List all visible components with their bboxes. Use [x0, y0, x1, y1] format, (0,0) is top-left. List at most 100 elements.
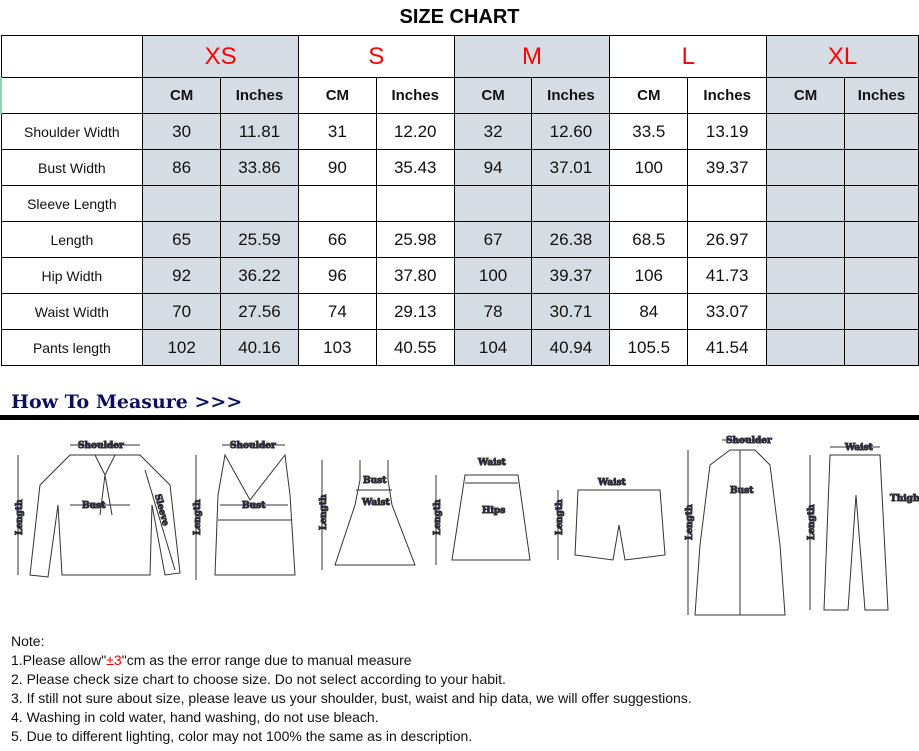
- value-cell: [766, 293, 845, 330]
- coat-diagram: Shoulder Bust Length: [685, 436, 786, 616]
- svg-text:Waist: Waist: [477, 458, 507, 468]
- value-cell: 12.60: [531, 113, 611, 150]
- note-5: 5. Due to different lighting, color may …: [11, 728, 473, 744]
- value-cell: 65: [142, 221, 222, 258]
- value-cell: [843, 185, 919, 222]
- note-2: 2. Please check size chart to choose siz…: [11, 671, 506, 687]
- table-row: Shoulder Width 30 11.81 31 12.20 32 12.60 33.5 1…: [0, 113, 919, 150]
- value-cell: 30.71: [531, 293, 611, 330]
- value-cell: 100: [453, 257, 533, 294]
- value-cell: 74: [297, 293, 377, 330]
- value-cell: 96: [297, 257, 377, 294]
- size-header-m: M: [453, 35, 611, 78]
- svg-text:Waist: Waist: [361, 498, 391, 508]
- note-3: 3. If still not sure about size, please …: [11, 690, 692, 706]
- blouse-diagram: Shoulder Bust Length Sleeve: [15, 441, 181, 578]
- notes: Note: 1.Please allow"±3"cm as the error …: [11, 632, 692, 746]
- divider: [0, 415, 919, 420]
- value-cell: [297, 185, 377, 222]
- value-cell: [843, 149, 919, 186]
- value-cell: 103: [297, 329, 377, 366]
- value-cell: 31: [297, 113, 377, 150]
- value-cell: 39.37: [531, 257, 611, 294]
- value-cell: 100: [609, 149, 689, 186]
- row-label: Length: [0, 221, 144, 258]
- value-cell: 13.19: [687, 113, 768, 150]
- value-cell: 33.86: [220, 149, 299, 186]
- notes-heading: Note:: [11, 633, 45, 649]
- row-label: Hip Width: [0, 257, 144, 294]
- value-cell: 90: [297, 149, 377, 186]
- value-cell: 40.94: [531, 329, 611, 366]
- value-cell: [843, 113, 919, 150]
- svg-text:Thigh: Thigh: [890, 494, 919, 504]
- value-cell: 25.59: [220, 221, 299, 258]
- value-cell: 104: [453, 329, 533, 366]
- value-cell: 25.98: [375, 221, 455, 258]
- value-cell: 84: [609, 293, 689, 330]
- unit-header-inches: Inches: [687, 77, 768, 114]
- size-header-l: L: [609, 35, 768, 78]
- page-title: SIZE CHART: [399, 6, 520, 28]
- unit-header-cm: CM: [453, 77, 533, 114]
- value-cell: 37.01: [531, 149, 611, 186]
- value-cell: [843, 329, 919, 366]
- svg-text:Length: Length: [319, 494, 329, 530]
- value-cell: 12.20: [375, 113, 455, 150]
- table-row: Sleeve Length: [0, 185, 919, 222]
- value-cell: 68.5: [609, 221, 689, 258]
- value-cell: 32: [453, 113, 533, 150]
- unit-header-cm: CM: [142, 77, 222, 114]
- value-cell: [766, 257, 845, 294]
- value-cell: [766, 221, 845, 258]
- value-cell: 35.43: [375, 149, 455, 186]
- value-cell: [142, 185, 222, 222]
- value-cell: 41.54: [687, 329, 768, 366]
- value-cell: [531, 185, 611, 222]
- unit-header-inches: Inches: [375, 77, 455, 114]
- value-cell: 106: [609, 257, 689, 294]
- value-cell: 26.38: [531, 221, 611, 258]
- value-cell: 94: [453, 149, 533, 186]
- svg-text:Length: Length: [15, 499, 25, 535]
- value-cell: 33.07: [687, 293, 768, 330]
- value-cell: [220, 185, 299, 222]
- value-cell: 102: [142, 329, 222, 366]
- value-cell: 70: [142, 293, 222, 330]
- value-cell: 30: [142, 113, 222, 150]
- skirt-diagram: Waist Hips Length: [433, 458, 531, 565]
- value-cell: [843, 221, 919, 258]
- row-label: Pants length: [0, 329, 144, 366]
- row-label: Bust Width: [0, 149, 144, 186]
- value-cell: 105.5: [609, 329, 689, 366]
- table-row: Hip Width 92 36.22 96 37.80 100 39.37 106 41.73: [0, 257, 919, 294]
- svg-text:Length: Length: [807, 504, 817, 540]
- value-cell: [843, 257, 919, 294]
- value-cell: 29.13: [375, 293, 455, 330]
- value-cell: 40.55: [375, 329, 455, 366]
- svg-text:Bust: Bust: [82, 501, 106, 511]
- svg-text:Shoulder: Shoulder: [78, 441, 124, 451]
- size-header-s: S: [297, 35, 455, 78]
- table-row: Waist Width 70 27.56 74 29.13 78 30.71 84 33.07: [0, 293, 919, 330]
- value-cell: 39.37: [687, 149, 768, 186]
- svg-text:Length: Length: [193, 499, 203, 535]
- note-4: 4. Washing in cold water, hand washing, …: [11, 709, 379, 725]
- value-cell: 27.56: [220, 293, 299, 330]
- value-cell: 36.22: [220, 257, 299, 294]
- shorts-diagram: Waist Length: [555, 478, 666, 561]
- value-cell: [766, 113, 845, 150]
- svg-text:Length: Length: [433, 499, 443, 535]
- row-label: Shoulder Width: [0, 113, 144, 150]
- value-cell: [453, 185, 533, 222]
- svg-text:Bust: Bust: [242, 501, 266, 511]
- value-cell: [687, 185, 768, 222]
- size-table: XS S M L XL CM Inches CM Inches CM Inches CM In…: [0, 35, 919, 366]
- size-header-xs: XS: [142, 35, 299, 78]
- pants-diagram: Waist Thigh Length: [807, 443, 919, 611]
- value-cell: 66: [297, 221, 377, 258]
- unit-header-inches: Inches: [843, 77, 919, 114]
- value-cell: 67: [453, 221, 533, 258]
- note-1: 1.Please allow"±3"cm as the error range …: [11, 652, 412, 668]
- value-cell: 86: [142, 149, 222, 186]
